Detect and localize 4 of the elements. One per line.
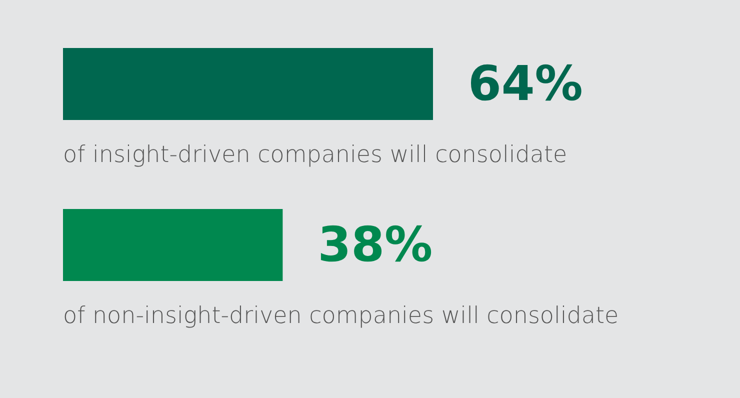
data-label: 64% <box>468 56 583 112</box>
y-tick-label: of insight-driven companies will consolidate <box>63 142 568 168</box>
y-tick-label: of non-insight-driven companies will consolidate <box>63 303 619 330</box>
data-label: 38% <box>318 217 433 274</box>
